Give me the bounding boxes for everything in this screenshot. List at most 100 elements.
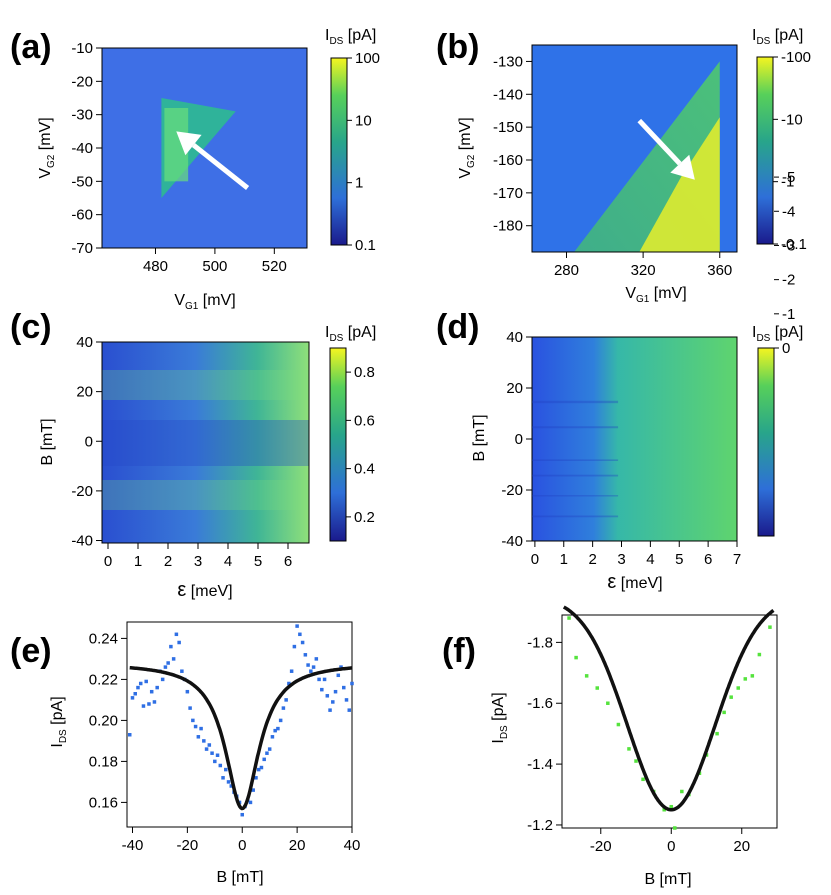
- colorbar-tick-label: 0.6: [354, 412, 375, 429]
- data-point: [673, 826, 677, 830]
- data-point: [333, 689, 338, 694]
- data-point: [757, 652, 762, 657]
- colorbar-tick-label: -1: [781, 174, 794, 191]
- x-tick-label: 2: [164, 553, 172, 570]
- data-point: [331, 700, 335, 704]
- data-point: [606, 701, 610, 705]
- data-point: [262, 757, 266, 762]
- data-point: [166, 661, 170, 665]
- arrow-annotation: [176, 131, 250, 190]
- x-tick-label: 5: [675, 551, 683, 568]
- heatmap-streak: [532, 474, 619, 477]
- heatmap-bright-band: [102, 480, 309, 510]
- data-point: [136, 685, 140, 690]
- data-point: [584, 674, 589, 678]
- y-tick-label: -30: [71, 107, 93, 124]
- colorbar-tick-label: -5: [782, 169, 795, 186]
- data-point: [344, 698, 349, 702]
- data-point: [641, 777, 645, 782]
- data-point: [736, 686, 740, 690]
- y-tick-label: -20: [501, 482, 523, 499]
- panel-label-b: (b): [436, 28, 479, 66]
- y-tick-label: -150: [493, 119, 523, 136]
- data-point: [256, 767, 261, 772]
- data-point: [229, 784, 234, 788]
- data-point: [254, 776, 258, 780]
- data-point: [303, 653, 308, 657]
- colorbar-tick-label: 0.1: [355, 237, 376, 254]
- y-tick-label: -20: [71, 483, 93, 500]
- data-point: [130, 696, 135, 700]
- data-point: [191, 718, 195, 723]
- y-tick-label: 20: [506, 380, 523, 397]
- panel-f: -20 0 20 -1.8 -1.6 -1.4 -1.2 B [mT] IDS [pA]: [490, 605, 778, 888]
- data-point: [662, 807, 666, 812]
- arrow-head: [670, 154, 695, 180]
- data-point: [350, 681, 354, 686]
- y-tick-label: 0: [515, 431, 523, 448]
- x-tick-label: -40: [122, 837, 144, 854]
- plot-frame: [531, 44, 738, 253]
- data-point: [328, 708, 332, 712]
- data-point: [627, 747, 631, 751]
- plot-frame: [126, 621, 353, 828]
- x-tick-label: 6: [704, 551, 712, 568]
- x-tick-label: 1: [560, 551, 568, 568]
- heatmap-bright-band: [102, 370, 309, 400]
- y-axis-label: B [mT]: [39, 418, 56, 465]
- colorbar: [330, 57, 348, 246]
- panel-e: -40 -20 0 20 40 0.24 0.22 0.20 0.18 0.16 B [mT] I…: [49, 621, 360, 886]
- data-point: [300, 640, 305, 645]
- x-tick-label: 2: [588, 551, 596, 568]
- x-axis-label: VG1 [mV]: [625, 285, 686, 305]
- colorbar: [329, 347, 347, 542]
- heatmap-streak: [532, 426, 619, 429]
- data-point: [149, 689, 154, 694]
- panel-b: 280 320 360 -130 -140 -150 -160 -170 -180 VG1 [m…: [457, 27, 811, 305]
- data-point: [320, 687, 324, 692]
- x-tick-label: 480: [143, 258, 168, 275]
- data-point: [185, 689, 190, 694]
- y-tick-label: -20: [71, 73, 93, 90]
- y-axis-label: VG2 [mV]: [457, 117, 477, 178]
- x-tick-label: 3: [194, 553, 202, 570]
- data-point: [567, 616, 571, 620]
- data-point: [715, 731, 719, 736]
- y-tick-label: -10: [71, 40, 93, 57]
- data-point: [138, 681, 143, 686]
- y-tick-label: 0.22: [89, 671, 118, 688]
- heatmap-streak: [532, 459, 619, 461]
- x-tick-label: 280: [554, 262, 579, 279]
- data-point: [202, 739, 206, 743]
- data-point: [270, 735, 275, 739]
- colorbar: [757, 347, 775, 537]
- y-tick-label: -140: [493, 86, 523, 103]
- y-tick-label: 0.24: [89, 630, 118, 647]
- y-tick-label: -50: [71, 173, 93, 190]
- data-point: [207, 743, 212, 747]
- arrow-annotation: [637, 118, 695, 180]
- colorbar-tick-label: 0: [782, 340, 790, 357]
- colorbar-title: IDS [pA]: [752, 27, 803, 47]
- panel-label-a: (a): [10, 28, 52, 66]
- data-point: [284, 698, 288, 702]
- data-point: [276, 726, 280, 731]
- y-tick-label: 0: [85, 433, 93, 450]
- data-point: [273, 728, 277, 733]
- x-tick-label: 320: [631, 262, 656, 279]
- panel-label-f: (f): [442, 632, 476, 670]
- colorbar-tick-label: -100: [781, 49, 811, 66]
- y-tick-label: 0.18: [89, 753, 118, 770]
- data-point: [155, 685, 159, 690]
- data-point: [240, 812, 244, 817]
- data-point: [750, 674, 755, 678]
- data-point: [180, 669, 184, 673]
- data-point: [309, 669, 313, 673]
- y-axis-label: B [mT]: [471, 414, 488, 461]
- colorbar-tick-label: 0.4: [354, 461, 375, 478]
- x-tick-label: 7: [733, 551, 741, 568]
- x-tick-label: -20: [177, 837, 199, 854]
- heatmap-background: [102, 48, 307, 248]
